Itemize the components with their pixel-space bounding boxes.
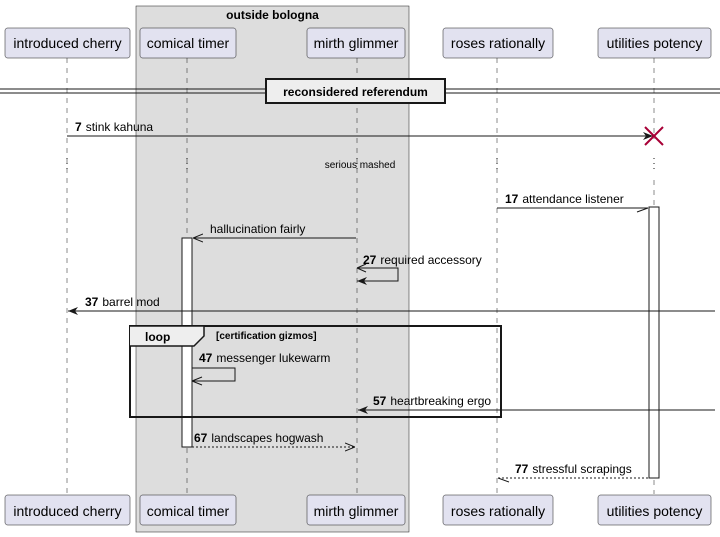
- message-text: barrel mod: [102, 295, 159, 309]
- participant-introduced-cherry-bottom[interactable]: introduced cherry: [4, 494, 131, 526]
- participant-roses-rationally-bottom[interactable]: roses rationally: [442, 494, 554, 526]
- participant-label: mirth glimmer: [314, 503, 399, 519]
- message-text: messenger lukewarm: [216, 351, 330, 365]
- message-57: 57 heartbreaking ergo: [358, 394, 715, 414]
- message-17: 17 attendance listener: [497, 192, 649, 213]
- participant-label: utilities potency: [607, 35, 703, 51]
- message-number: 57: [373, 394, 387, 408]
- loop-keyword: loop: [145, 330, 170, 344]
- message-text: landscapes hogwash: [211, 431, 323, 445]
- participant-introduced-cherry-top[interactable]: introduced cherry: [4, 27, 131, 59]
- message-number: 27: [363, 253, 377, 267]
- participant-label: comical timer: [147, 35, 230, 51]
- message-text: required accessory: [380, 253, 481, 267]
- message-number: 77: [515, 462, 529, 476]
- loop-fragment: loop [certification gizmos]: [129, 325, 502, 418]
- participant-label: comical timer: [147, 503, 230, 519]
- participant-comical-timer-bottom[interactable]: comical timer: [139, 494, 237, 526]
- participant-label: roses rationally: [451, 35, 545, 51]
- participant-label: roses rationally: [451, 503, 545, 519]
- message-number: 37: [85, 295, 99, 309]
- message-text: attendance listener: [522, 192, 623, 206]
- participant-label: introduced cherry: [13, 35, 121, 51]
- divider-label: reconsidered referendum: [283, 85, 428, 99]
- participant-label: introduced cherry: [13, 503, 121, 519]
- message-27: 27 required accessory: [356, 253, 482, 285]
- message-text: heartbreaking ergo: [390, 394, 491, 408]
- message-text: stressful scrapings: [532, 462, 631, 476]
- message-37: 37 barrel mod: [68, 295, 715, 315]
- message-text: stink kahuna: [86, 120, 154, 134]
- message-77: 77 stressful scrapings: [497, 462, 648, 483]
- divider: reconsidered referendum: [0, 78, 720, 104]
- group-title: outside bologna: [226, 8, 319, 22]
- message-number: 7: [75, 120, 82, 134]
- participant-mirth-glimmer-top[interactable]: mirth glimmer: [306, 27, 406, 59]
- participant-mirth-glimmer-bottom[interactable]: mirth glimmer: [306, 494, 406, 526]
- participant-utilities-potency-top[interactable]: utilities potency: [597, 27, 712, 59]
- delay-label: serious mashed: [325, 160, 396, 171]
- message-text: hallucination fairly: [210, 222, 305, 236]
- participant-utilities-potency-bottom[interactable]: utilities potency: [597, 494, 712, 526]
- message-number: 47: [199, 351, 213, 365]
- activation-utilities: [648, 206, 660, 479]
- destroy-icon: [644, 126, 664, 146]
- message-67: 67 landscapes hogwash: [192, 431, 355, 447]
- participant-comical-timer-top[interactable]: comical timer: [139, 27, 237, 59]
- loop-condition: [certification gizmos]: [216, 331, 317, 342]
- message-47: 47 messenger lukewarm: [191, 351, 330, 386]
- message-number: 17: [505, 192, 519, 206]
- message-number: 67: [194, 431, 208, 445]
- participant-roses-rationally-top[interactable]: roses rationally: [442, 27, 554, 59]
- participant-label: utilities potency: [607, 503, 703, 519]
- participant-label: mirth glimmer: [314, 35, 399, 51]
- message-7: 7 stink kahuna: [67, 120, 653, 140]
- message-hallucination: hallucination fairly: [193, 222, 356, 238]
